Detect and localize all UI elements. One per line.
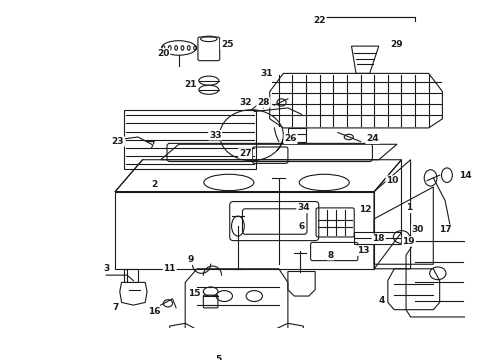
Text: 14: 14 bbox=[459, 171, 471, 180]
Text: 6: 6 bbox=[298, 221, 305, 230]
Text: 12: 12 bbox=[359, 205, 371, 214]
Text: 5: 5 bbox=[215, 355, 221, 360]
Text: 16: 16 bbox=[148, 307, 161, 316]
Text: 31: 31 bbox=[261, 69, 273, 78]
Text: 30: 30 bbox=[412, 225, 424, 234]
Text: 20: 20 bbox=[157, 49, 170, 58]
Text: 10: 10 bbox=[386, 176, 398, 185]
Text: 29: 29 bbox=[391, 40, 403, 49]
Text: 32: 32 bbox=[239, 98, 251, 107]
Text: 34: 34 bbox=[297, 203, 310, 212]
Text: 25: 25 bbox=[221, 40, 233, 49]
Text: 28: 28 bbox=[257, 98, 270, 107]
Text: 7: 7 bbox=[112, 303, 119, 312]
Text: 11: 11 bbox=[164, 264, 176, 273]
Text: 19: 19 bbox=[402, 237, 415, 246]
Text: 9: 9 bbox=[188, 255, 194, 264]
Text: 17: 17 bbox=[439, 225, 451, 234]
Text: 13: 13 bbox=[357, 246, 369, 255]
Text: 4: 4 bbox=[378, 296, 385, 305]
Text: 22: 22 bbox=[314, 16, 326, 25]
Text: 26: 26 bbox=[284, 134, 297, 143]
Text: 21: 21 bbox=[184, 80, 197, 89]
Text: 8: 8 bbox=[327, 251, 334, 260]
Text: 24: 24 bbox=[366, 134, 379, 143]
Text: 23: 23 bbox=[112, 137, 124, 146]
Text: 15: 15 bbox=[188, 289, 200, 298]
Text: 27: 27 bbox=[239, 149, 251, 158]
Text: 18: 18 bbox=[372, 234, 385, 243]
Text: 33: 33 bbox=[209, 131, 221, 140]
Text: 2: 2 bbox=[151, 180, 157, 189]
Text: 3: 3 bbox=[103, 264, 109, 273]
Text: 1: 1 bbox=[406, 203, 412, 212]
